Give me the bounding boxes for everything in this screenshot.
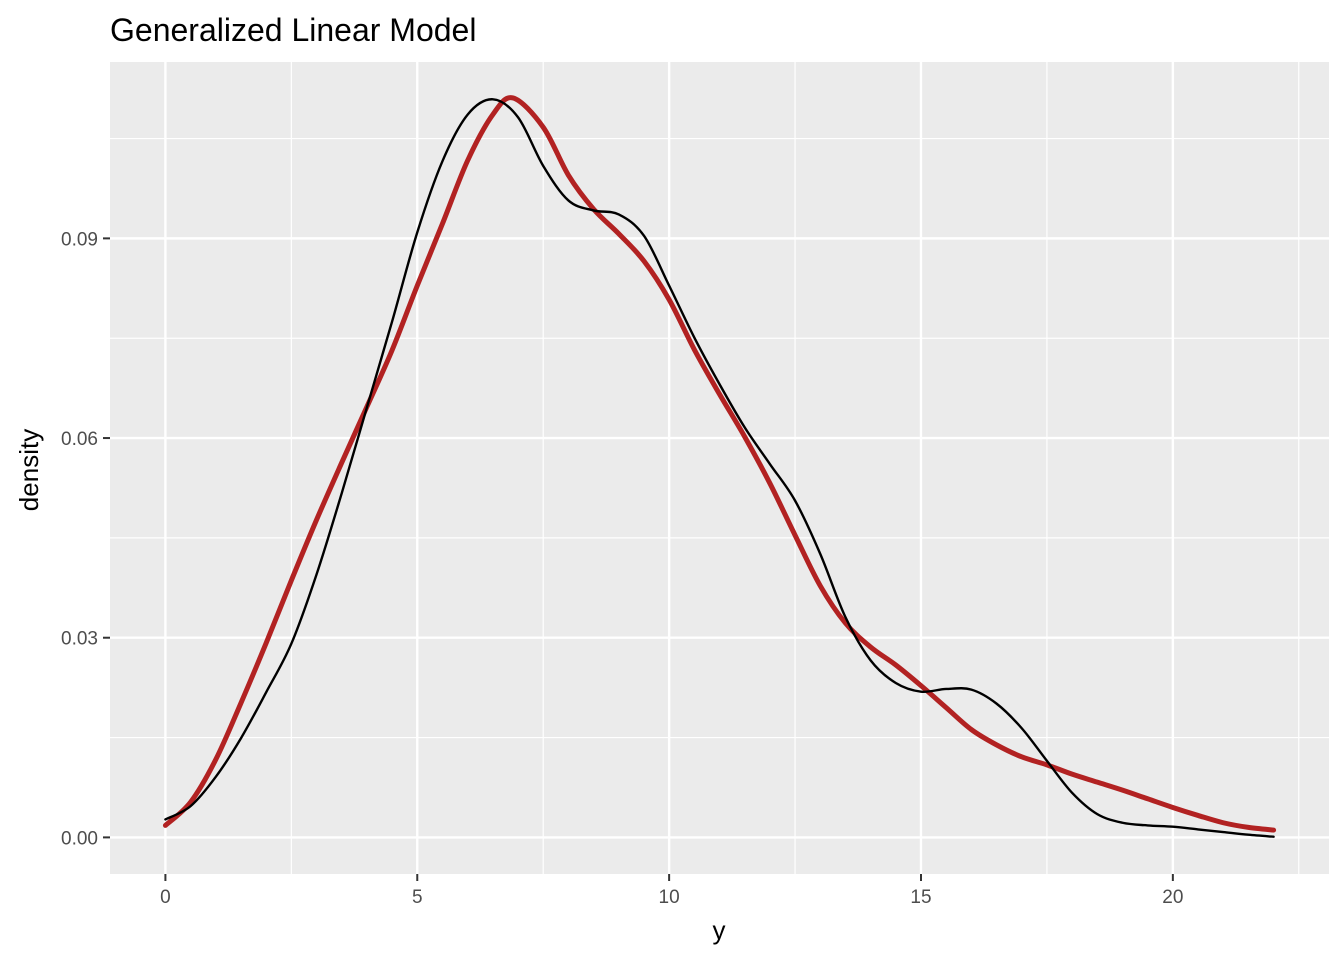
y-axis: 0.00 0.03 0.06 0.09 xyxy=(61,229,110,849)
minor-gridlines xyxy=(110,62,1329,874)
y-tick-label: 0.09 xyxy=(61,229,98,250)
x-axis-label: y xyxy=(713,915,726,945)
x-tick-label: 0 xyxy=(160,887,171,908)
x-tick-label: 10 xyxy=(659,887,680,908)
x-tick-label: 15 xyxy=(910,887,931,908)
x-tick-label: 5 xyxy=(412,887,423,908)
y-tick-label: 0.00 xyxy=(61,828,98,849)
x-tick-label: 20 xyxy=(1162,887,1183,908)
density-line-1 xyxy=(162,95,1277,833)
y-tick-label: 0.03 xyxy=(61,629,98,650)
chart-title: Generalized Linear Model xyxy=(110,12,476,48)
plot-panel xyxy=(110,62,1329,874)
density-line-2 xyxy=(164,98,1275,838)
y-axis-label: density xyxy=(14,429,44,511)
series-layer xyxy=(162,95,1277,838)
x-axis: 0 5 10 15 20 xyxy=(160,874,1183,908)
major-gridlines xyxy=(110,62,1329,874)
y-tick-label: 0.06 xyxy=(61,429,98,450)
